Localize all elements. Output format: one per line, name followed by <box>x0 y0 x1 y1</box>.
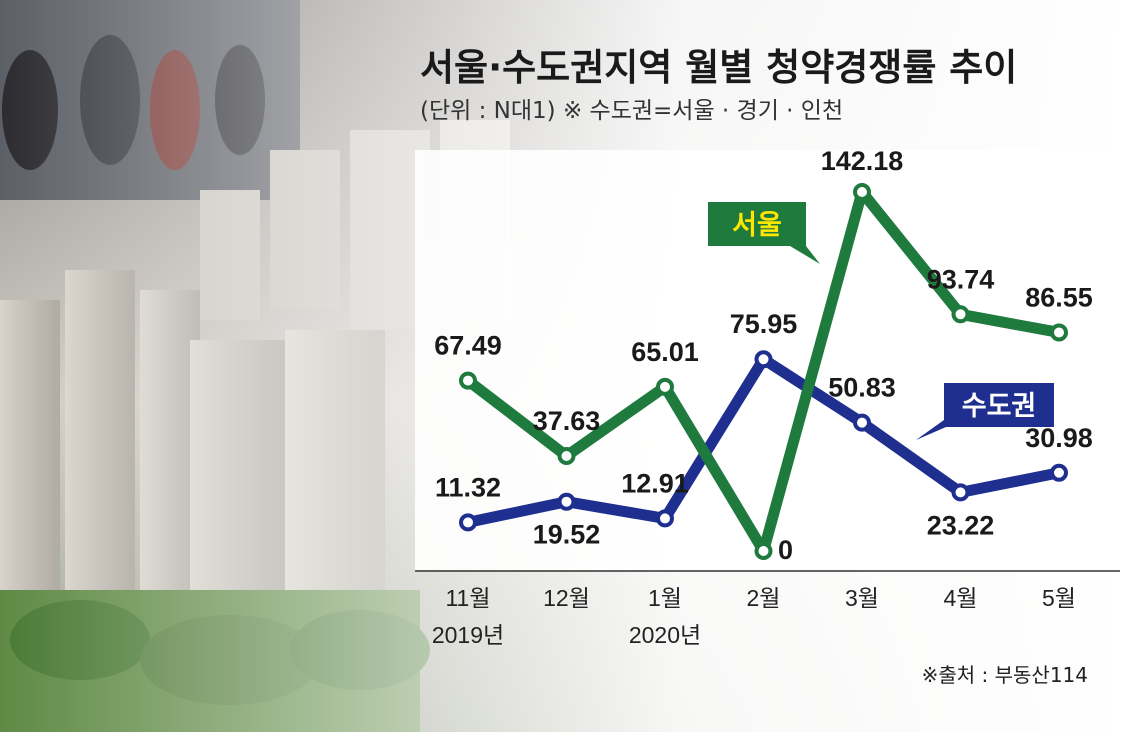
x-tick-label-5: 4월 <box>944 585 978 611</box>
data-label-metro-5: 23.22 <box>927 510 995 540</box>
point-metro-1 <box>557 492 576 511</box>
chart-subtitle: (단위 : N대1) ※ 수도권=서울 · 경기 · 인천 <box>420 98 843 124</box>
x-tick-label-1: 12월 <box>543 585 590 611</box>
point-seoul-3 <box>754 542 773 560</box>
source-note: ※출처 : 부동산114 <box>922 663 1088 687</box>
point-seoul-1 <box>557 446 576 465</box>
legend-seoul-label: 서울 <box>732 210 782 241</box>
point-metro-5 <box>951 483 970 502</box>
x-tick-label-6: 5월 <box>1042 585 1076 611</box>
x-tick-label-0: 11월 <box>445 585 490 611</box>
series-layer <box>459 183 1068 560</box>
point-metro-6 <box>1050 463 1068 482</box>
data-label-seoul-6: 86.55 <box>1025 282 1093 312</box>
data-label-seoul-3: 0 <box>778 535 793 565</box>
data-labels: 67.49 37.63 65.01 0 142.18 93.74 86.55 11.32 19.… <box>434 146 1093 565</box>
legend-metro-label: 수도권 <box>962 391 1037 422</box>
point-metro-2 <box>656 509 674 528</box>
legend-seoul: 서울 <box>708 202 820 264</box>
data-label-seoul-0: 67.49 <box>434 331 502 361</box>
point-seoul-2 <box>656 377 674 396</box>
data-label-metro-0: 11.32 <box>435 472 501 502</box>
point-seoul-4 <box>853 183 871 201</box>
point-seoul-5 <box>951 305 970 324</box>
legend-seoul-tag <box>708 202 820 264</box>
legend-metro: 수도권 <box>916 383 1054 440</box>
data-label-seoul-4: 142.18 <box>821 146 904 176</box>
x-tick-label-2: 1월 <box>648 585 682 611</box>
point-metro-0 <box>459 513 477 532</box>
x-axis: 11월 2019년 12월 1월 2020년 2월 3월 4월 5월 <box>432 585 1076 648</box>
chart-title: 서울·수도권지역 월별 청약경쟁률 추이 <box>420 46 1017 89</box>
x-tick-sublabel-2: 2020년 <box>629 622 701 648</box>
legend-metro-tag <box>916 383 1054 440</box>
point-metro-4 <box>853 413 871 432</box>
data-label-metro-4: 50.83 <box>828 373 896 403</box>
data-label-metro-2: 12.91 <box>621 468 689 498</box>
data-label-metro-3: 75.95 <box>730 309 798 339</box>
data-label-metro-6: 30.98 <box>1025 423 1093 453</box>
x-tick-label-3: 2월 <box>747 585 781 611</box>
point-metro-3 <box>754 350 773 369</box>
x-tick-label-4: 3월 <box>845 585 879 611</box>
point-seoul-6 <box>1050 323 1068 342</box>
data-label-seoul-1: 37.63 <box>533 406 601 436</box>
data-label-seoul-2: 65.01 <box>631 337 699 367</box>
point-seoul-0 <box>459 371 477 390</box>
data-label-seoul-5: 93.74 <box>927 264 995 294</box>
x-tick-sublabel-0: 2019년 <box>432 622 504 648</box>
data-label-metro-1: 19.52 <box>533 520 601 550</box>
